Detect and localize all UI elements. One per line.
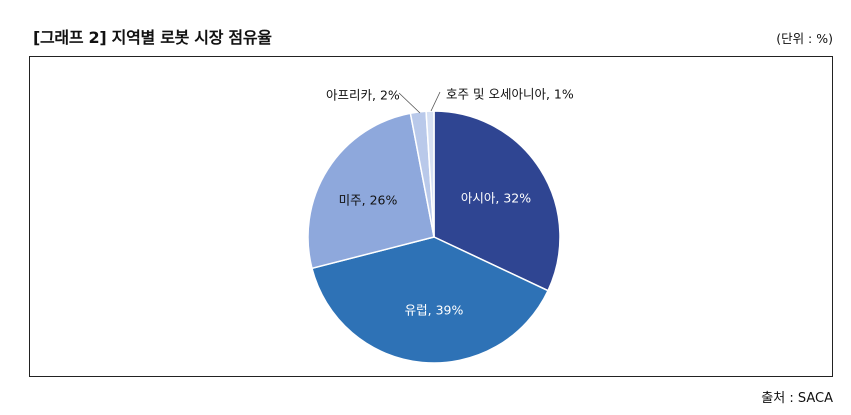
slice-label-3: 미주, 26% bbox=[339, 193, 398, 208]
slice-label-4: 아프리카, 2% bbox=[326, 88, 400, 103]
slice-label-2: 유럽, 39% bbox=[405, 303, 464, 318]
pie-slice-5 bbox=[425, 110, 435, 238]
pie-slice-3 bbox=[307, 112, 435, 270]
unit-label: (단위 : %) bbox=[776, 31, 833, 46]
chart-frame bbox=[29, 56, 833, 377]
slice-label-1: 아시아, 32% bbox=[461, 191, 531, 206]
pie-slice-2 bbox=[311, 236, 550, 364]
leader-line-4 bbox=[398, 92, 421, 114]
slice-label-5: 호주 및 오세아니아, 1% bbox=[446, 87, 574, 102]
pie-slice-1 bbox=[433, 110, 561, 292]
chart-title: [그래프 2] 지역별 로봇 시장 점유율 bbox=[33, 28, 272, 47]
source-label: 출처 : SACA bbox=[761, 391, 833, 406]
leader-line-5 bbox=[430, 91, 441, 112]
